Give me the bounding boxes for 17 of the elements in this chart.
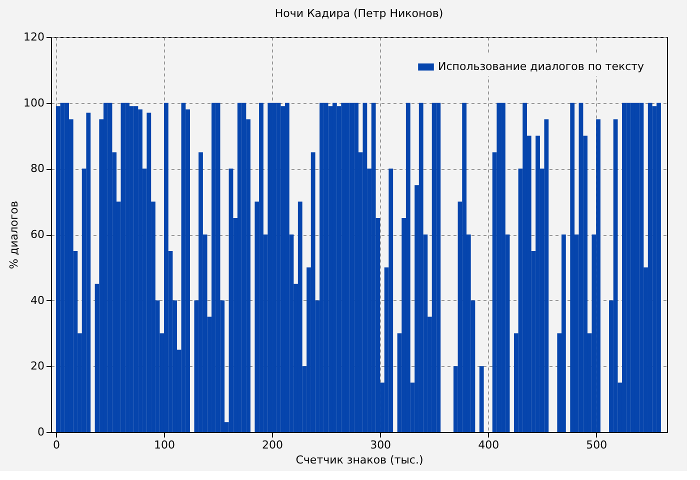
legend-label: Использование диалогов по тексту (438, 60, 645, 73)
x-tick-label: 500 (586, 438, 608, 452)
y-tick-label: 0 (38, 426, 44, 438)
y-axis-title: % диалогов (8, 200, 21, 270)
y-tick-label: 120 (24, 30, 44, 44)
y-tick-label: 20 (30, 360, 44, 373)
x-axis-title: Счетчик знаков (тыс.) (296, 454, 424, 466)
x-tick-label: 100 (154, 438, 176, 452)
y-tick-label: 100 (24, 96, 44, 110)
y-tick-label: 60 (30, 228, 44, 241)
chart-title: Ночи Кадира (Петр Никонов) (274, 7, 444, 20)
x-tick-label: 200 (262, 438, 284, 452)
x-tick-label: 400 (478, 438, 500, 452)
y-tick-label: 40 (30, 294, 44, 307)
y-tick-label: 80 (30, 162, 44, 176)
x-tick-label: 300 (370, 438, 392, 452)
x-tick-label: 0 (53, 438, 60, 452)
